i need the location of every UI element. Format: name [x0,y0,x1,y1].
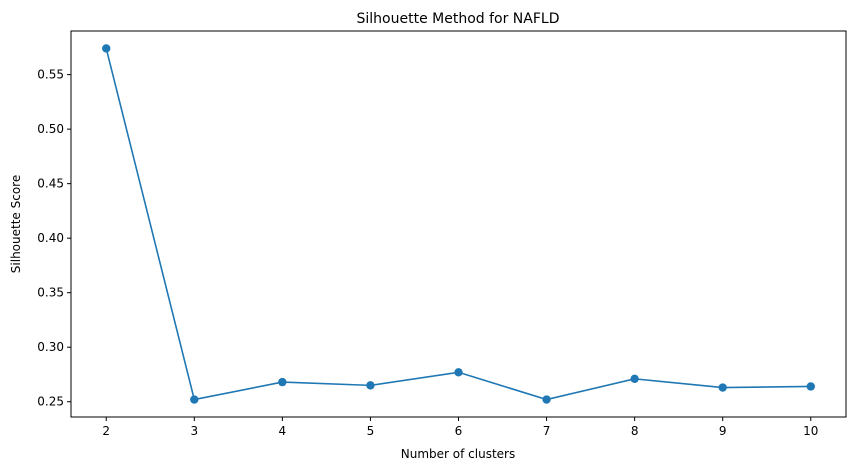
x-tick-label: 5 [367,424,375,438]
data-point [190,395,199,404]
y-tick-label: 0.40 [37,231,64,245]
data-point [366,381,375,390]
y-axis-label: Silhouette Score [9,175,23,273]
data-point [718,383,727,392]
chart-title: Silhouette Method for NAFLD [357,11,560,27]
x-tick-label: 4 [279,424,287,438]
data-point [806,382,815,391]
x-tick-label: 10 [803,424,818,438]
x-tick-label: 8 [631,424,639,438]
data-point [102,44,111,53]
y-tick-label: 0.45 [37,177,64,191]
x-tick-label: 6 [455,424,463,438]
y-tick-label: 0.25 [37,395,64,409]
x-axis: 2 3 4 5 6 7 8 9 10 [102,417,818,438]
y-tick-label: 0.55 [37,68,64,82]
y-axis: 0.25 0.30 0.35 0.40 0.45 0.50 0.55 [37,68,71,409]
x-tick-label: 2 [102,424,110,438]
x-tick-label: 7 [543,424,551,438]
y-tick-label: 0.35 [37,286,64,300]
data-point [278,377,287,387]
data-point [542,395,551,404]
x-tick-label: 3 [190,424,198,438]
y-tick-label: 0.30 [37,340,64,354]
y-tick-label: 0.50 [37,122,64,136]
data-point [630,374,639,384]
x-axis-label: Number of clusters [401,447,515,461]
x-tick-label: 9 [719,424,727,438]
data-point [454,368,463,377]
plot-area [102,44,815,404]
